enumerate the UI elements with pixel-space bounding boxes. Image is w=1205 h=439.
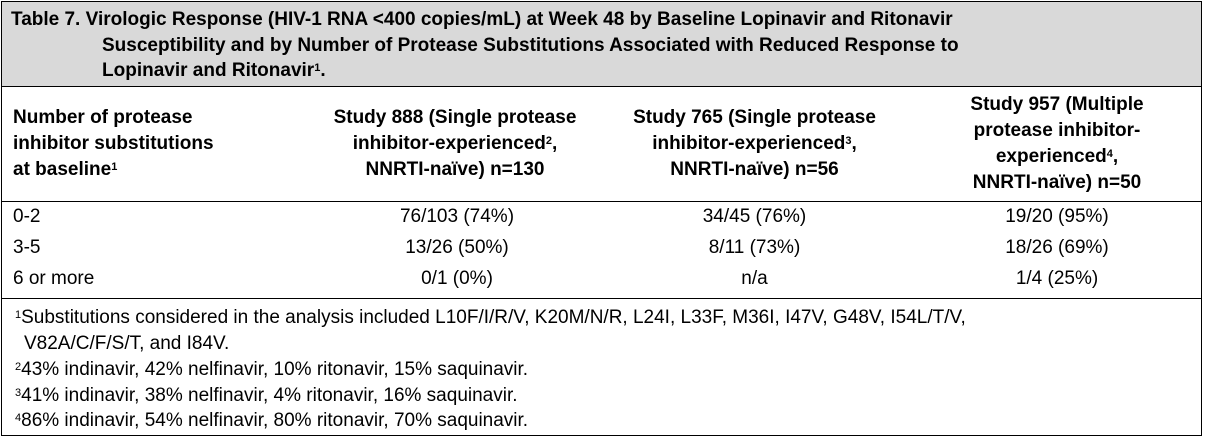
footnote-4: 486% indinavir, 54% nelfinavir, 80% rito… <box>15 409 528 433</box>
header-line: Study 765 (Single protease <box>633 107 876 128</box>
table-row-1-study-957: 18/26 (69%) <box>1005 237 1109 258</box>
table-title-line-2: Susceptibility and by Number of Protease… <box>102 35 959 56</box>
table-title-line-1: Table 7. Virologic Response (HIV-1 RNA <… <box>11 9 953 30</box>
table-title-line-3: Lopinavir and Ritonavir1. <box>102 59 326 83</box>
footnote-3: 341% indinavir, 38% nelfinavir, 4% riton… <box>15 384 518 408</box>
header-comma: , <box>1112 146 1119 167</box>
header-line: at baseline1 <box>13 157 293 183</box>
footnote-text: Substitutions considered in the analysis… <box>21 307 966 328</box>
footnote-text: 86% indinavir, 54% nelfinavir, 80% riton… <box>21 410 529 431</box>
column-header-study-888: Study 888 (Single protease inhibitor-exp… <box>300 105 610 183</box>
table-row-2-substitutions: 6 or more <box>13 268 95 289</box>
title-period: . <box>320 60 326 81</box>
table-row-2-study-888: 0/1 (0%) <box>421 268 493 289</box>
footnote-mark: 1 <box>15 309 22 321</box>
header-comma: , <box>851 133 857 154</box>
header-line: protease inhibitor- <box>973 120 1141 141</box>
footnote-text: 43% indinavir, 42% nelfinavir, 10% riton… <box>21 359 529 380</box>
title-text: Lopinavir and Ritonavir <box>102 60 315 81</box>
table-row-0-study-957: 19/20 (95%) <box>1005 206 1109 227</box>
header-line: inhibitor-experienced3, <box>602 131 907 157</box>
table-title-bar: Table 7. Virologic Response (HIV-1 RNA <… <box>2 2 1201 87</box>
footnote-ref: 1 <box>111 161 118 173</box>
table-row-2-study-957: 1/4 (25%) <box>1015 268 1099 289</box>
header-line: inhibitor-experienced2, <box>300 131 610 157</box>
header-line: NNRTI-naïve) n=56 <box>670 159 839 180</box>
header-line: inhibitor substitutions <box>13 133 214 154</box>
header-divider <box>2 201 1201 202</box>
footnote-ref: 4 <box>1106 148 1113 160</box>
header-text: inhibitor-experienced <box>652 133 846 154</box>
header-line: Study 957 (Multiple <box>970 94 1144 115</box>
footnote-mark: 3 <box>15 387 22 399</box>
table-row-1-study-888: 13/26 (50%) <box>405 237 509 258</box>
table-row-0-study-765: 34/45 (76%) <box>702 206 807 227</box>
footnote-divider <box>2 298 1201 299</box>
footnote-mark: 4 <box>15 412 22 424</box>
header-comma: , <box>552 133 558 154</box>
table-row-0-substitutions: 0-2 <box>13 206 41 227</box>
header-text: inhibitor-experienced <box>352 133 546 154</box>
header-text: experienced <box>995 146 1107 167</box>
column-header-study-957: Study 957 (Multiple protease inhibitor- … <box>907 92 1205 196</box>
footnote-2: 243% indinavir, 42% nelfinavir, 10% rito… <box>15 358 528 382</box>
header-line: Study 888 (Single protease <box>333 107 577 128</box>
table-row-0-study-888: 76/103 (74%) <box>399 206 515 227</box>
header-line: Number of protease <box>13 107 193 128</box>
footnote-1: 1Substitutions considered in the analysi… <box>15 306 966 330</box>
table-row-2-study-765: n/a <box>741 268 768 289</box>
header-line: NNRTI-naïve) n=130 <box>365 159 545 180</box>
column-header-study-765: Study 765 (Single protease inhibitor-exp… <box>602 105 907 183</box>
footnote-mark: 2 <box>15 361 22 373</box>
column-header-substitutions: Number of protease inhibitor substitutio… <box>13 105 293 183</box>
header-text: at baseline <box>13 159 112 180</box>
footnote-ref: 3 <box>845 135 852 147</box>
header-line: NNRTI-naïve) n=50 <box>972 172 1142 193</box>
header-line: experienced4, <box>907 144 1205 170</box>
table-row-1-study-765: 8/11 (73%) <box>708 237 801 258</box>
table-row-1-substitutions: 3-5 <box>13 237 41 258</box>
footnote-1-continued: V82A/C/F/S/T, and I84V. <box>24 333 230 354</box>
footnote-ref: 1 <box>314 62 321 74</box>
footnote-text: 41% indinavir, 38% nelfinavir, 4% ritona… <box>21 385 518 406</box>
footnote-ref: 2 <box>545 135 553 147</box>
